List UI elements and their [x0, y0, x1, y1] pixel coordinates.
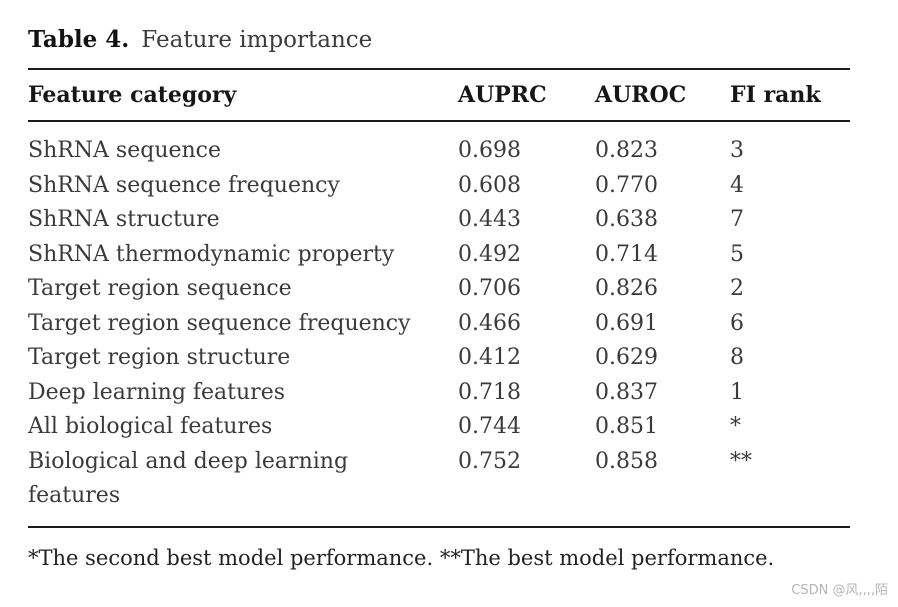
column-header-auroc: AUROC — [595, 82, 687, 108]
cell-auprc: 0.744 — [458, 414, 521, 439]
column-header-fi-rank: FI rank — [730, 82, 821, 108]
cell-category: ShRNA sequence frequency — [28, 172, 340, 198]
cell-category: ShRNA structure — [28, 207, 220, 232]
table-row: ShRNA sequence 0.698 0.823 3 — [28, 134, 850, 169]
cell-fi-rank: 5 — [730, 241, 744, 267]
table-header-row: Feature category AUPRC AUROC FI rank — [28, 70, 850, 120]
cell-fi-rank: 1 — [730, 379, 744, 405]
cell-auroc: 0.714 — [595, 241, 658, 267]
cell-auprc: 0.706 — [458, 276, 521, 301]
cell-category: ShRNA thermodynamic property — [28, 241, 395, 267]
cell-fi-rank: 3 — [730, 138, 744, 163]
csdn-watermark: CSDN @风,,,,陌 — [791, 583, 888, 598]
table-number: Table 4. — [28, 26, 130, 53]
cell-auroc: 0.691 — [595, 310, 658, 336]
table-footnote: *The second best model performance. **Th… — [28, 545, 775, 570]
cell-category: All biological features — [28, 414, 273, 439]
cell-auprc: 0.718 — [458, 379, 521, 405]
table-row: Target region sequence 0.706 0.826 2 — [28, 272, 850, 307]
table-row: ShRNA thermodynamic property 0.492 0.714… — [28, 238, 850, 273]
cell-auprc: 0.466 — [458, 310, 521, 336]
table-rule-top — [28, 68, 850, 70]
cell-auroc: 0.858 — [595, 448, 658, 474]
cell-fi-rank: 4 — [730, 172, 744, 198]
cell-category: Biological and deep learning features — [28, 448, 349, 509]
cell-auroc: 0.638 — [595, 207, 658, 232]
cell-auprc: 0.492 — [458, 241, 521, 267]
cell-category: ShRNA sequence — [28, 138, 222, 163]
cell-auprc: 0.752 — [458, 448, 521, 474]
cell-auprc: 0.412 — [458, 345, 521, 370]
cell-category: Target region structure — [28, 345, 291, 370]
table-row: Target region structure 0.412 0.629 8 — [28, 341, 850, 376]
cell-fi-rank: * — [730, 414, 741, 439]
cell-fi-rank: 6 — [730, 310, 744, 336]
cell-category: Deep learning features — [28, 379, 286, 405]
table-caption: Table 4. Feature importance — [28, 0, 850, 54]
table-row: ShRNA sequence frequency 0.608 0.770 4 — [28, 169, 850, 204]
cell-auroc: 0.770 — [595, 172, 658, 198]
cell-auroc: 0.823 — [595, 138, 658, 163]
table-row: Biological and deep learning features 0.… — [28, 445, 850, 514]
table-row: All biological features 0.744 0.851 * — [28, 410, 850, 445]
table-title: Feature importance — [141, 27, 373, 53]
cell-fi-rank: 2 — [730, 276, 744, 301]
cell-category: Target region sequence frequency — [28, 310, 411, 336]
cell-auroc: 0.826 — [595, 276, 658, 301]
cell-auroc: 0.837 — [595, 379, 658, 405]
table-rule-bottom — [28, 525, 850, 528]
cell-fi-rank: 8 — [730, 345, 744, 370]
cell-auroc: 0.851 — [595, 414, 658, 439]
column-header-feature-category: Feature category — [28, 82, 237, 108]
table-rule-header — [28, 120, 850, 122]
column-header-auprc: AUPRC — [458, 82, 547, 108]
cell-auprc: 0.443 — [458, 207, 521, 232]
cell-fi-rank: ** — [730, 448, 752, 474]
cell-auprc: 0.608 — [458, 172, 521, 198]
cell-auroc: 0.629 — [595, 345, 658, 370]
cell-category: Target region sequence — [28, 276, 292, 301]
cell-auprc: 0.698 — [458, 138, 521, 163]
table-row: ShRNA structure 0.443 0.638 7 — [28, 203, 850, 238]
table-row: Target region sequence frequency 0.466 0… — [28, 307, 850, 342]
table-content: Table 4. Feature importance Feature categ… — [28, 0, 850, 571]
table-row: Deep learning features 0.718 0.837 1 — [28, 376, 850, 411]
cell-fi-rank: 7 — [730, 207, 744, 232]
table-body: ShRNA sequence 0.698 0.823 3 ShRNA seque… — [28, 122, 850, 526]
